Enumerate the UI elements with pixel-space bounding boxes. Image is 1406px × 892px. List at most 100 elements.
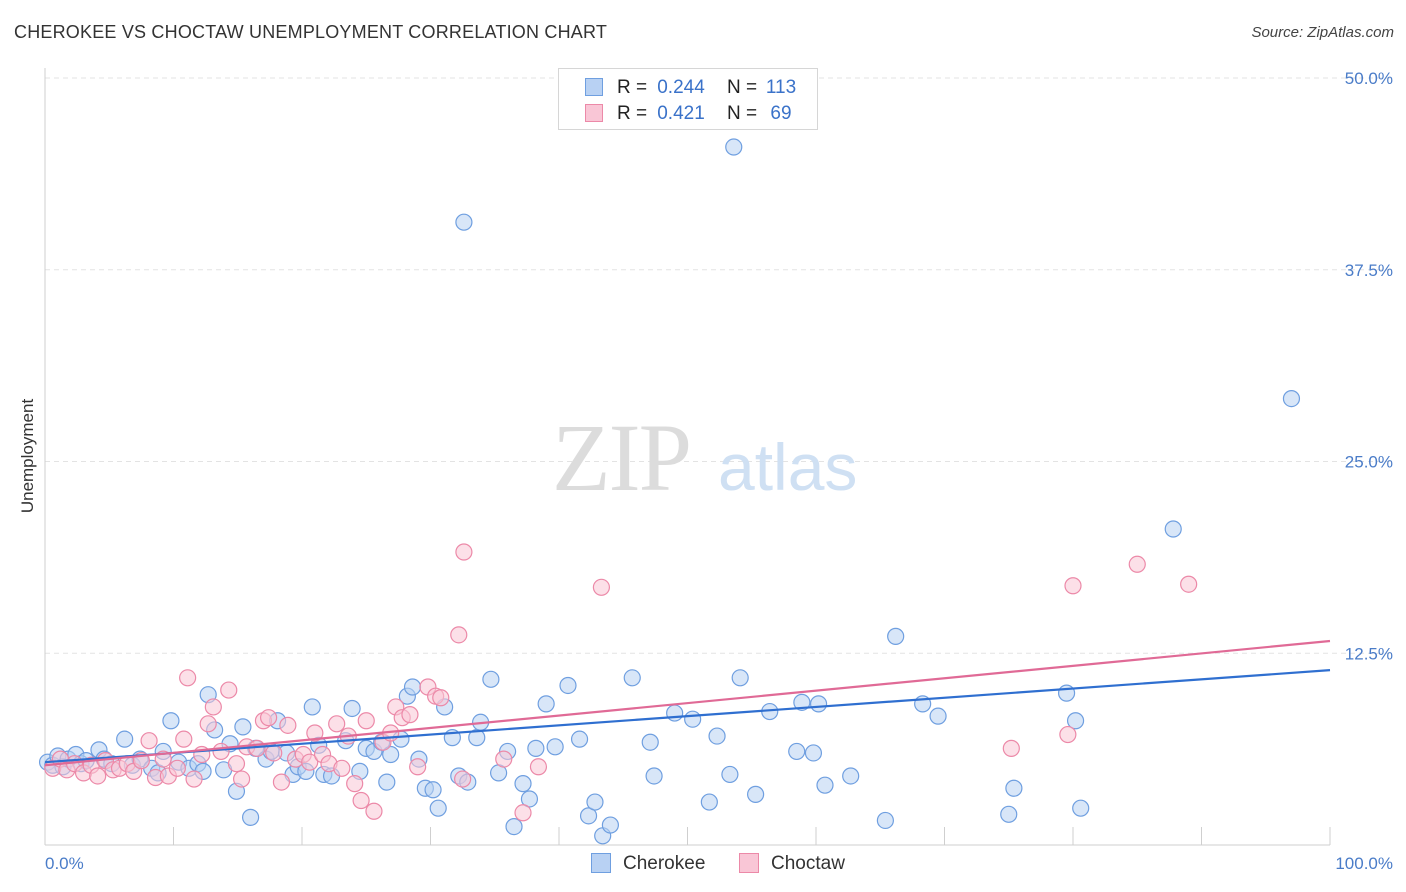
choctaw-point: [212, 742, 230, 761]
cherokee-point: [343, 699, 361, 718]
cherokee-point: [579, 807, 598, 825]
cherokee-point: [570, 730, 589, 748]
choctaw-point: [365, 802, 383, 820]
cherokee-point: [303, 698, 321, 716]
cherokee-point: [887, 627, 905, 645]
cherokee-point: [804, 744, 823, 762]
choctaw-point: [220, 681, 238, 699]
choctaw-point: [455, 543, 473, 561]
choctaw-point: [1059, 725, 1077, 744]
legend-label-cherokee: Cherokee: [623, 853, 706, 874]
choctaw-point: [1128, 555, 1146, 573]
cherokee-point: [234, 718, 252, 736]
choctaw-point: [346, 775, 364, 793]
choctaw-point: [514, 804, 532, 822]
chart-source: Source: ZipAtlas.com: [1251, 24, 1394, 41]
watermark-atlas-text: atlas: [718, 430, 857, 504]
correlation-stats-box: R = 0.244 N = 113 R = 0.421 N = 69: [558, 68, 818, 130]
cherokee-point: [1282, 390, 1301, 408]
choctaw-point: [357, 712, 375, 730]
x-tick-label: 100.0%: [1335, 854, 1393, 873]
cherokee-point: [242, 808, 260, 826]
choctaw-point: [352, 791, 370, 810]
cherokee-point: [537, 695, 555, 713]
cherokee-point: [929, 707, 947, 725]
cherokee-point: [429, 799, 447, 817]
cherokee-point: [641, 733, 659, 751]
choctaw-point: [333, 759, 351, 777]
trend-layer: [44, 639, 1331, 767]
cherokee-point: [482, 670, 500, 688]
watermark-zip-text: ZIP: [552, 404, 690, 511]
x-tick-label: 0.0%: [45, 854, 84, 873]
choctaw-point: [204, 698, 222, 716]
cherokee-point: [788, 742, 806, 761]
tick-label-layer: 12.5% 25.0% 37.5% 50.0% 0.0% 100.0%: [45, 69, 1393, 873]
r-label: R =: [617, 77, 648, 98]
choctaw-point: [401, 706, 419, 724]
y-tick-label: 37.5%: [1345, 261, 1393, 280]
choctaw-point: [301, 753, 319, 771]
cherokee-point: [623, 669, 641, 687]
watermark: ZIP atlas: [552, 404, 857, 511]
cherokee-point: [645, 767, 663, 785]
choctaw-point: [272, 773, 291, 791]
cherokee-point: [816, 776, 834, 794]
cherokee-point: [527, 739, 545, 757]
stats-row-cherokee: R = 0.244 N = 113: [559, 75, 817, 101]
grid-layer: [45, 77, 1392, 654]
cherokee-point: [162, 712, 180, 730]
cherokee-point: [520, 790, 539, 808]
legend-label-choctaw: Choctaw: [771, 853, 845, 874]
y-tick-label: 12.5%: [1345, 644, 1393, 663]
cherokee-point: [1005, 779, 1023, 797]
cherokee-point: [382, 745, 400, 764]
cherokee-point: [1000, 805, 1018, 823]
choctaw-point: [179, 669, 197, 687]
cherokee-point: [725, 138, 743, 156]
cherokee-point: [505, 817, 523, 836]
choctaw-point: [328, 715, 346, 733]
chart-legend: Cherokee Choctaw: [0, 852, 1406, 878]
n-label: N =: [727, 103, 758, 124]
choctaw-point: [450, 626, 468, 644]
choctaw-point: [140, 732, 158, 750]
cherokee-point: [586, 793, 604, 811]
choctaw-legend-swatch: [739, 853, 759, 873]
choctaw-point: [233, 770, 251, 788]
cherokee-point: [666, 704, 684, 722]
cherokee-point: [793, 693, 811, 711]
cherokee-point: [1066, 712, 1085, 730]
cherokee-stats-swatch: [585, 78, 603, 96]
choctaw-point: [265, 744, 283, 762]
cherokee-point: [601, 816, 620, 834]
points-layer: [38, 138, 1301, 845]
choctaw-point: [279, 716, 297, 734]
cherokee-point: [809, 695, 828, 713]
r-value: 0.421: [657, 103, 705, 124]
choctaw-point: [454, 770, 472, 788]
cherokee-point: [700, 793, 718, 811]
cherokee-point: [708, 727, 726, 745]
cherokee-point: [403, 678, 422, 696]
cherokee-point: [116, 730, 134, 748]
choctaw-point: [495, 750, 513, 768]
choctaw-point: [1064, 577, 1082, 595]
axis-layer: [44, 68, 1331, 846]
n-value: 69: [770, 103, 792, 124]
cherokee-point: [731, 669, 749, 687]
cherokee-point: [546, 738, 564, 756]
cherokee-point: [876, 811, 894, 830]
choctaw-point: [168, 759, 186, 777]
choctaw-stats-swatch: [585, 104, 603, 122]
choctaw-point: [1002, 739, 1020, 757]
cherokee-point: [424, 781, 442, 799]
stats-row-choctaw: R = 0.421 N = 69: [559, 101, 817, 127]
choctaw-trend-line: [44, 639, 1331, 767]
choctaw-point: [199, 715, 217, 733]
choctaw-point: [409, 758, 427, 776]
r-label: R =: [617, 103, 648, 124]
r-value: 0.244: [657, 77, 705, 98]
choctaw-point: [432, 689, 450, 707]
